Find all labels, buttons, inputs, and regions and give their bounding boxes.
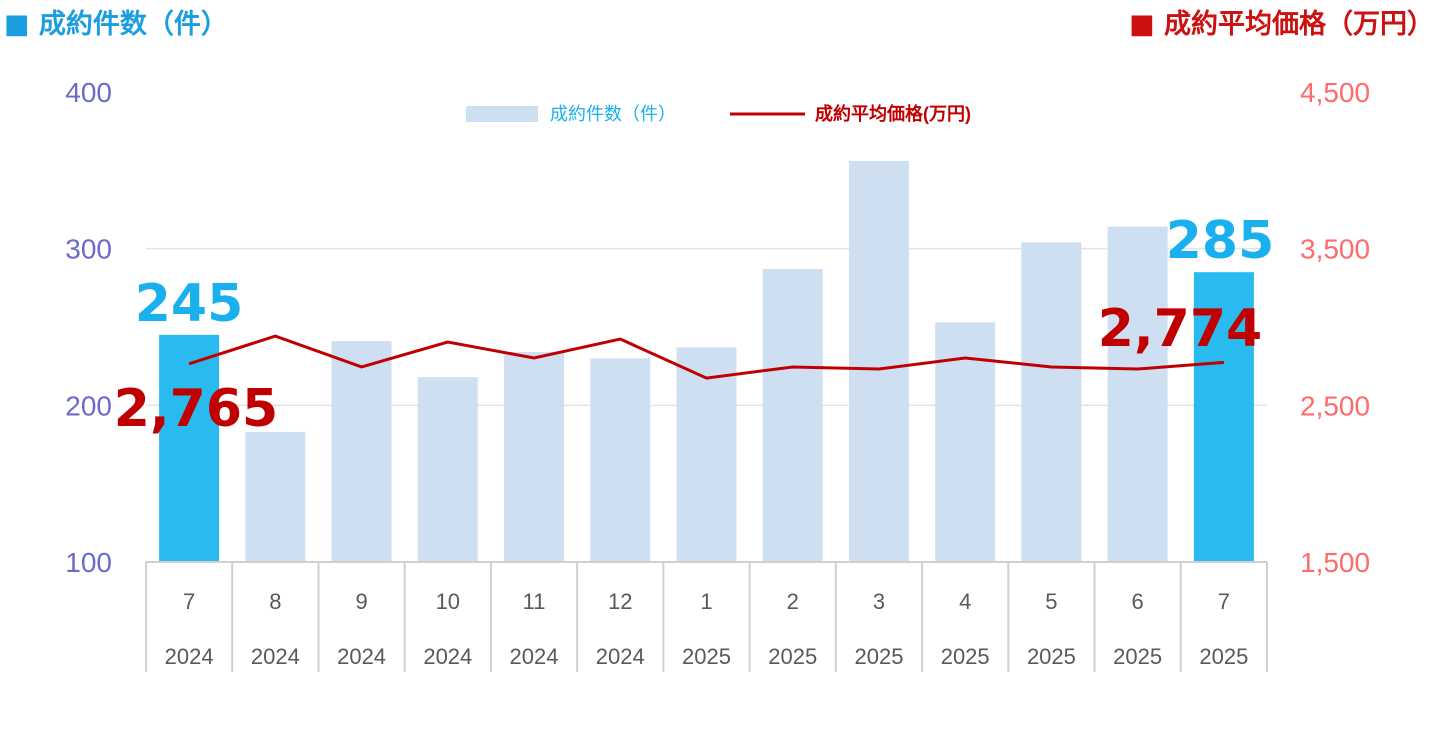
bar: [504, 352, 565, 562]
right-axis-tick: 2,500: [1300, 390, 1370, 421]
x-tick-month: 7: [183, 589, 195, 614]
x-tick-month: 11: [523, 589, 546, 614]
x-tick-year: 2025: [682, 644, 731, 669]
right-axis-tick: 3,500: [1300, 234, 1370, 265]
x-tick-year: 2024: [165, 644, 214, 669]
bar: [245, 431, 306, 562]
x-tick-year: 2025: [854, 644, 903, 669]
right-axis-title: ■ 成約平均価格（万円）: [1129, 9, 1434, 40]
bar: [590, 358, 651, 562]
bar: [331, 341, 392, 562]
x-tick-year: 2024: [596, 644, 645, 669]
line-data-label-first: 2,765: [114, 379, 278, 439]
bar: [676, 347, 737, 562]
x-tick-month: 9: [355, 589, 367, 614]
left-axis-title: ■ 成約件数（件）: [4, 9, 228, 40]
legend-line-label: 成約平均価格(万円): [815, 103, 971, 124]
x-tick-month: 4: [959, 589, 971, 614]
x-tick-year: 2024: [337, 644, 386, 669]
left-axis-tick: 400: [65, 77, 112, 108]
x-tick-month: 8: [269, 589, 281, 614]
x-tick-month: 10: [436, 589, 460, 614]
x-tick-month: 12: [608, 589, 632, 614]
x-tick-year: 2024: [423, 644, 472, 669]
x-tick-month: 2: [787, 589, 799, 614]
x-tick-month: 7: [1218, 589, 1230, 614]
bar: [1193, 272, 1254, 562]
left-axis-tick: 200: [65, 390, 112, 421]
bar: [848, 160, 909, 562]
x-tick-month: 5: [1045, 589, 1057, 614]
bar: [935, 322, 996, 562]
x-tick-year: 2025: [768, 644, 817, 669]
bar: [1107, 226, 1168, 562]
x-tick-year: 2025: [1113, 644, 1162, 669]
left-axis-tick: 100: [65, 547, 112, 578]
x-tick-year: 2024: [251, 644, 300, 669]
bar: [1021, 242, 1082, 562]
x-tick-month: 3: [873, 589, 885, 614]
bar: [762, 269, 823, 562]
x-tick-year: 2024: [510, 644, 559, 669]
x-tick-month: 1: [700, 589, 712, 614]
legend-bar-swatch: [466, 106, 538, 122]
right-axis-tick: 4,500: [1300, 77, 1370, 108]
bar: [417, 377, 478, 562]
x-tick-year: 2025: [1199, 644, 1248, 669]
price-line: [188, 334, 1224, 380]
x-tick-year: 2025: [1027, 644, 1076, 669]
left-axis-tick: 300: [65, 234, 112, 265]
right-axis-tick: 1,500: [1300, 547, 1370, 578]
line-data-label-last: 2,774: [1098, 299, 1262, 359]
bar: [159, 334, 220, 562]
bar-data-label-first: 245: [135, 274, 244, 334]
x-tick-month: 6: [1132, 589, 1144, 614]
x-tick-year: 2025: [941, 644, 990, 669]
legend-bar-label: 成約件数（件）: [550, 104, 676, 124]
bar-data-label-last: 285: [1166, 211, 1275, 271]
